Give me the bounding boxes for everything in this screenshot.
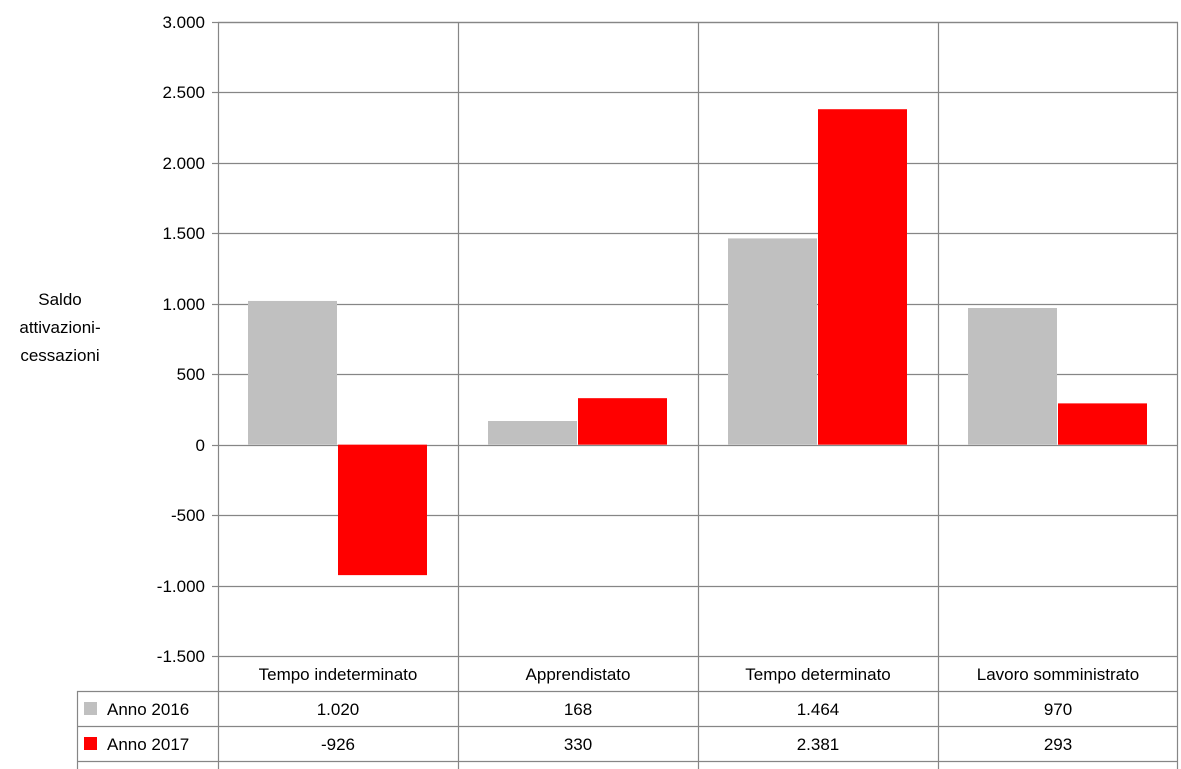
category-label: Apprendistato [526,665,631,684]
y-tick-label: 1.000 [162,295,205,314]
legend-swatch [84,737,97,750]
category-label: Lavoro somministrato [977,665,1140,684]
legend-label: Anno 2016 [107,700,189,719]
axes: 3.000 2.500 2.000 1.500 1.000 500 0 -500 -1.000 -… [157,13,1179,769]
bar [728,238,817,445]
data-value: 970 [1044,700,1072,719]
y-axis-title-line: attivazioni- [19,318,100,337]
data-value: 2.381 [797,735,840,754]
bar [968,308,1057,445]
y-tick-label: -1.500 [157,647,205,666]
data-value: 293 [1044,735,1072,754]
data-value: 330 [564,735,592,754]
bar [1058,403,1147,445]
y-axis-title-line: cessazioni [20,346,99,365]
data-value: 1.020 [317,700,360,719]
data-value: 1.464 [797,700,840,719]
y-tick-label: -500 [171,506,205,525]
data-table: Tempo indeterminato Apprendistato Tempo de… [76,655,1178,769]
grid-lines [218,21,1178,769]
y-axis-title: Saldo attivazioni-cessazioni [19,290,100,365]
bar [578,398,667,445]
y-tick-label: 2.000 [162,154,205,173]
data-value: 168 [564,700,592,719]
bar [248,300,337,445]
y-tick-label: 2.500 [162,83,205,102]
legend-swatch [84,702,97,715]
y-tick-label: 500 [177,365,205,384]
y-tick-label: 0 [196,436,205,455]
y-tick-label: -1.000 [157,577,205,596]
y-tick-label: 3.000 [162,13,205,32]
category-label: Tempo indeterminato [259,665,418,684]
y-axis-title-line: Saldo [38,290,81,309]
legend-label: Anno 2017 [107,735,189,754]
data-value: -926 [321,735,355,754]
y-tick-label: 1.500 [162,224,205,243]
bar [488,420,577,445]
category-label: Tempo determinato [745,665,891,684]
bars [248,109,1147,576]
bar [338,444,427,576]
bar [818,109,907,445]
